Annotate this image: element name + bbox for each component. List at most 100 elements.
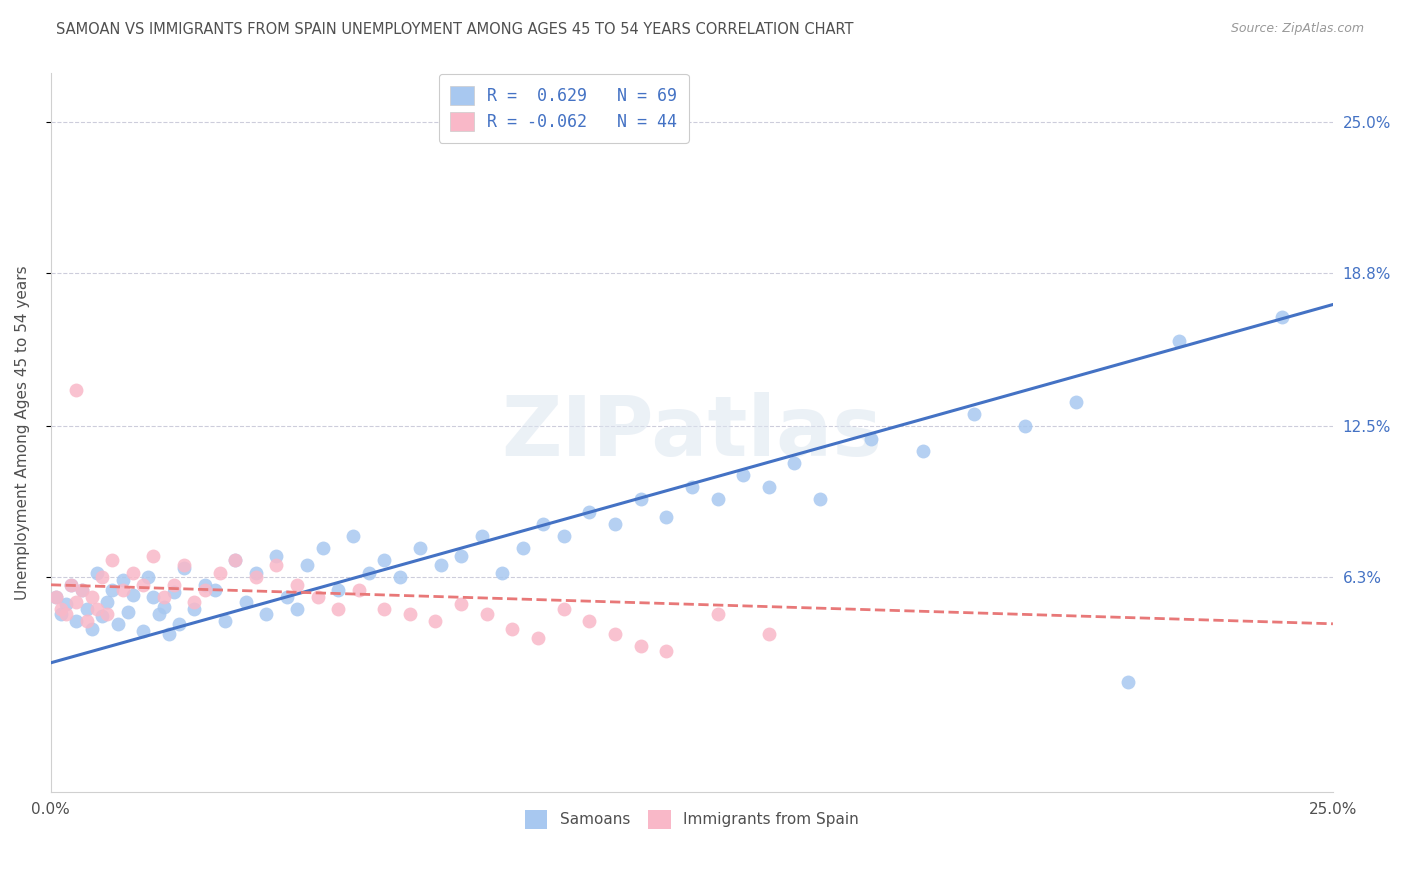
Point — [285, 578, 308, 592]
Point — [398, 607, 420, 621]
Point — [860, 432, 883, 446]
Point — [553, 529, 575, 543]
Point — [80, 590, 103, 604]
Point — [60, 578, 83, 592]
Point — [1066, 395, 1088, 409]
Point — [91, 570, 114, 584]
Point — [783, 456, 806, 470]
Text: SAMOAN VS IMMIGRANTS FROM SPAIN UNEMPLOYMENT AMONG AGES 45 TO 54 YEARS CORRELATI: SAMOAN VS IMMIGRANTS FROM SPAIN UNEMPLOY… — [56, 22, 853, 37]
Point — [245, 570, 267, 584]
Point — [578, 615, 600, 629]
Point — [91, 609, 114, 624]
Point — [342, 529, 364, 543]
Point — [1014, 419, 1036, 434]
Point — [117, 605, 139, 619]
Point — [70, 582, 93, 597]
Point — [55, 607, 77, 621]
Point — [148, 607, 170, 621]
Point — [86, 566, 108, 580]
Point — [630, 492, 652, 507]
Point — [911, 443, 934, 458]
Point — [425, 615, 447, 629]
Point — [357, 566, 380, 580]
Point — [45, 590, 67, 604]
Point — [655, 509, 678, 524]
Point — [681, 480, 703, 494]
Point — [297, 558, 319, 573]
Point — [163, 578, 186, 592]
Point — [450, 549, 472, 563]
Point — [65, 615, 87, 629]
Point — [111, 582, 134, 597]
Point — [132, 624, 155, 639]
Point — [183, 602, 205, 616]
Point — [136, 570, 159, 584]
Point — [132, 578, 155, 592]
Point — [122, 566, 145, 580]
Point — [603, 516, 626, 531]
Point — [429, 558, 451, 573]
Point — [96, 595, 118, 609]
Point — [758, 480, 780, 494]
Point — [254, 607, 277, 621]
Point — [60, 578, 83, 592]
Point — [326, 602, 349, 616]
Point — [65, 383, 87, 397]
Point — [963, 407, 986, 421]
Point — [409, 541, 432, 556]
Point — [76, 615, 98, 629]
Point — [512, 541, 534, 556]
Point — [80, 622, 103, 636]
Point — [706, 492, 728, 507]
Point — [578, 505, 600, 519]
Point — [285, 602, 308, 616]
Point — [152, 599, 174, 614]
Point — [501, 622, 523, 636]
Point — [758, 626, 780, 640]
Point — [183, 595, 205, 609]
Point — [96, 607, 118, 621]
Point — [1168, 334, 1191, 348]
Text: Source: ZipAtlas.com: Source: ZipAtlas.com — [1230, 22, 1364, 36]
Point — [142, 590, 165, 604]
Text: ZIPatlas: ZIPatlas — [502, 392, 883, 473]
Point — [49, 607, 72, 621]
Point — [107, 616, 129, 631]
Point — [55, 597, 77, 611]
Point — [491, 566, 513, 580]
Point — [475, 607, 498, 621]
Point — [808, 492, 831, 507]
Point — [194, 578, 217, 592]
Point — [450, 597, 472, 611]
Point — [224, 553, 246, 567]
Point — [311, 541, 333, 556]
Point — [531, 516, 554, 531]
Point — [101, 582, 124, 597]
Point — [209, 566, 232, 580]
Point — [204, 582, 226, 597]
Point — [347, 582, 370, 597]
Point — [152, 590, 174, 604]
Point — [733, 468, 755, 483]
Point — [630, 639, 652, 653]
Point — [266, 558, 288, 573]
Point — [235, 595, 257, 609]
Point — [527, 632, 550, 646]
Point — [388, 570, 411, 584]
Point — [266, 549, 288, 563]
Point — [70, 582, 93, 597]
Point — [276, 590, 298, 604]
Point — [122, 588, 145, 602]
Point — [224, 553, 246, 567]
Point — [167, 616, 190, 631]
Point — [706, 607, 728, 621]
Point — [655, 643, 678, 657]
Point — [157, 626, 180, 640]
Point — [49, 602, 72, 616]
Point — [142, 549, 165, 563]
Point — [553, 602, 575, 616]
Legend: Samoans, Immigrants from Spain: Samoans, Immigrants from Spain — [519, 804, 865, 835]
Point — [194, 582, 217, 597]
Point — [373, 553, 395, 567]
Point — [45, 590, 67, 604]
